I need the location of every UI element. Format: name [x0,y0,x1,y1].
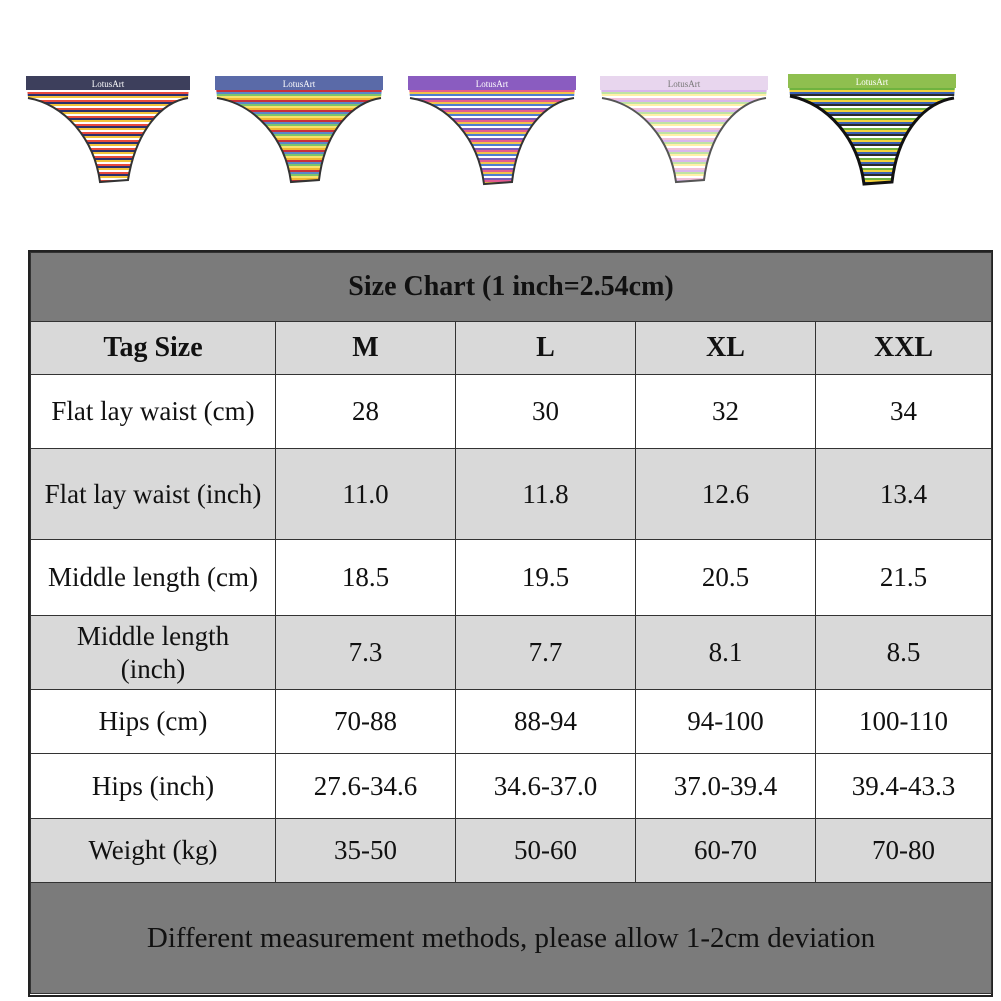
table-cell: 100-110 [814,689,993,754]
table-cell: 39.4-43.3 [814,753,993,819]
chart-title: Size Chart (1 inch=2.54cm) [29,252,993,322]
table-cell: 21.5 [814,539,993,616]
deviation-note: Different measurement methods, please al… [29,882,993,994]
table-cell: 28 [275,374,456,449]
header-cell: M [275,321,456,375]
table-row: Flat lay waist (inch) 11.0 11.8 12.6 13.… [30,448,993,540]
table-cell: 19.5 [455,539,636,616]
size-chart-table: Size Chart (1 inch=2.54cm) Tag Size M L … [29,252,993,994]
table-cell: 60-70 [635,818,816,883]
row-label: Hips (cm) [30,689,276,754]
table-row: Hips (inch) 27.6-34.6 34.6-37.0 37.0-39.… [30,753,993,819]
table-cell: 94-100 [635,689,816,754]
table-cell: 35-50 [275,818,456,883]
table-cell: 11.0 [275,448,456,540]
table-cell: 50-60 [455,818,636,883]
table-row: Weight (kg) 35-50 50-60 60-70 70-80 [30,818,993,883]
row-label: Middle length (cm) [30,539,276,616]
table-cell: 13.4 [814,448,993,540]
row-label: Middle length (inch) [30,615,276,690]
table-cell: 34.6-37.0 [455,753,636,819]
table-cell: 88-94 [455,689,636,754]
table-cell: 70-80 [814,818,993,883]
table-cell: 12.6 [635,448,816,540]
header-cell: Tag Size [30,321,276,375]
table-cell: 8.1 [635,615,816,690]
row-label: Flat lay waist (inch) [30,448,276,540]
table-cell: 7.3 [275,615,456,690]
band-text: LotusArt [92,79,125,89]
table-row: Flat lay waist (cm) 28 30 32 34 [30,374,993,449]
product-image-1: LotusArt [24,68,192,193]
band-text: LotusArt [476,79,509,89]
header-cell: XXL [814,321,993,375]
band-text: LotusArt [856,77,889,87]
product-image-5: LotusArt [786,68,958,193]
table-row: Hips (cm) 70-88 88-94 94-100 100-110 [30,689,993,754]
table-cell: 20.5 [635,539,816,616]
product-images: LotusArt LotusArt [0,0,1001,230]
table-cell: 8.5 [814,615,993,690]
table-row: Middle length (cm) 18.5 19.5 20.5 21.5 [30,539,993,616]
product-image-3: LotusArt [406,68,578,195]
header-cell: XL [635,321,816,375]
product-image-4: LotusArt [598,68,770,193]
table-cell: 30 [455,374,636,449]
table-cell: 32 [635,374,816,449]
table-cell: 70-88 [275,689,456,754]
band-text: LotusArt [668,79,701,89]
header-row: Tag Size M L XL XXL [30,321,993,375]
table-cell: 34 [814,374,993,449]
table-cell: 18.5 [275,539,456,616]
header-cell: L [455,321,636,375]
table-cell: 27.6-34.6 [275,753,456,819]
band-text: LotusArt [283,79,316,89]
table-cell: 37.0-39.4 [635,753,816,819]
table-cell: 7.7 [455,615,636,690]
size-chart: Size Chart (1 inch=2.54cm) Tag Size M L … [28,250,993,997]
product-image-2: LotusArt [213,68,385,193]
row-label: Hips (inch) [30,753,276,819]
row-label: Flat lay waist (cm) [30,374,276,449]
table-row: Middle length (inch) 7.3 7.7 8.1 8.5 [30,615,993,690]
row-label: Weight (kg) [30,818,276,883]
table-cell: 11.8 [455,448,636,540]
